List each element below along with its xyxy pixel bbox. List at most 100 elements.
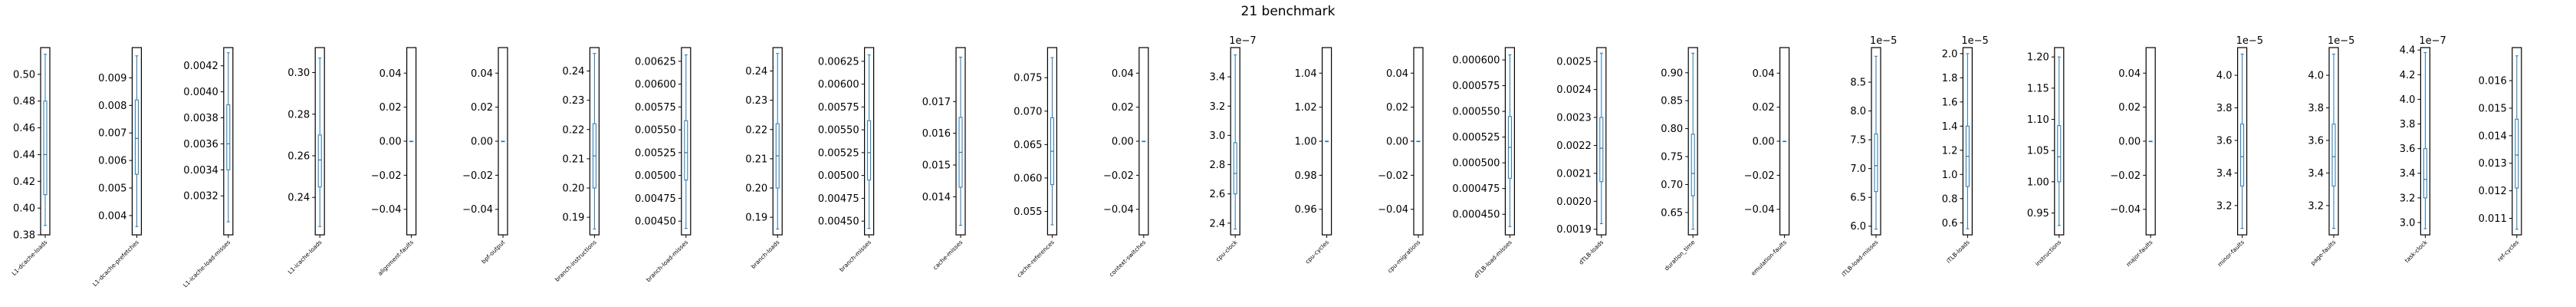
y-offset-label: 1e−7	[2419, 35, 2446, 47]
y-tick-label: 0.96	[1295, 204, 1317, 216]
y-tick-label: 2.6	[1210, 189, 1226, 200]
y-tick-label: 1.20	[2027, 52, 2049, 64]
y-tick-label: 3.2	[2216, 200, 2233, 212]
y-tick-label: −0.04	[2110, 204, 2141, 216]
y-tick-label: 0.00625	[818, 56, 859, 68]
y-tick-label: 1.2	[1942, 145, 1958, 157]
y-tick-label: 0.015	[2479, 103, 2507, 114]
y-tick-label: 0.0036	[183, 139, 219, 150]
y-tick-label: 0.80	[1661, 124, 1683, 135]
y-tick-label: 0.04	[1112, 68, 1134, 80]
y-offset-label: 1e−5	[1961, 35, 1988, 47]
y-tick-label: 3.2	[2400, 193, 2416, 204]
y-offset-label: 1e−5	[2328, 35, 2354, 47]
y-tick-label: 1.00	[2027, 177, 2049, 188]
y-tick-label: 0.007	[98, 128, 127, 140]
y-tick-label: 0.00	[2118, 137, 2141, 148]
y-tick-label: 0.00525	[818, 147, 859, 159]
y-tick-label: 0.004	[98, 210, 127, 222]
y-tick-label: 0.005	[98, 183, 127, 195]
y-tick-label: 0.04	[471, 68, 493, 80]
y-tick-label: 4.0	[2400, 94, 2416, 106]
y-tick-label: 0.02	[471, 102, 493, 114]
y-tick-label: 0.00550	[818, 125, 859, 137]
y-tick-label: 0.060	[1014, 173, 1042, 184]
y-tick-label: 2.4	[1210, 218, 1226, 229]
box	[1233, 142, 1237, 195]
y-offset-label: 1e−7	[1229, 35, 1256, 47]
y-tick-label: 1.02	[1295, 102, 1317, 114]
y-tick-label: 0.000550	[1452, 107, 1500, 118]
box	[1691, 134, 1695, 196]
y-offset-label: 1e−5	[1870, 35, 1897, 47]
y-tick-label: 0.0038	[183, 113, 219, 124]
y-tick-label: 3.4	[1210, 72, 1226, 84]
y-tick-label: 0.23	[745, 95, 767, 107]
y-tick-label: 4.4	[2400, 45, 2416, 57]
y-tick-label: 0.28	[288, 109, 310, 120]
y-tick-label: 3.6	[2308, 135, 2324, 147]
box	[2240, 124, 2245, 187]
y-tick-label: −0.04	[1744, 204, 1775, 216]
y-tick-label: 3.8	[2400, 119, 2416, 130]
y-tick-label: 0.21	[745, 154, 767, 165]
y-tick-label: 0.0042	[183, 61, 219, 72]
y-tick-label: 0.75	[1661, 152, 1683, 163]
y-tick-label: 0.90	[1661, 68, 1683, 79]
y-tick-label: 6.0	[1850, 221, 1866, 233]
y-tick-label: 0.24	[288, 193, 310, 204]
y-tick-label: 7.0	[1850, 163, 1866, 175]
box	[317, 134, 322, 188]
y-tick-label: 0.04	[380, 68, 402, 80]
y-tick-label: 0.40	[13, 203, 35, 215]
y-tick-label: 1.15	[2027, 83, 2049, 94]
y-tick-label: 0.00450	[635, 216, 676, 228]
y-tick-label: 0.26	[288, 150, 310, 162]
y-tick-label: 1.10	[2027, 114, 2049, 126]
y-tick-label: 0.02	[1753, 102, 1775, 114]
y-tick-label: 3.4	[2216, 168, 2233, 180]
y-tick-label: 0.017	[922, 97, 951, 108]
box	[2057, 125, 2062, 183]
y-tick-label: 0.000575	[1452, 81, 1500, 92]
y-tick-label: 3.0	[2400, 217, 2416, 229]
box	[43, 101, 48, 196]
y-tick-label: 3.2	[2308, 200, 2324, 212]
y-tick-label: 0.00625	[635, 56, 676, 68]
y-tick-label: 0.000475	[1452, 183, 1500, 195]
y-tick-label: 0.009	[98, 73, 127, 84]
y-tick-label: 0.000450	[1452, 210, 1500, 221]
y-tick-label: 0.00575	[635, 102, 676, 114]
y-tick-label: 0.8	[1942, 193, 1958, 205]
y-tick-label: 0.20	[562, 183, 584, 195]
y-tick-label: 0.013	[2479, 158, 2507, 170]
y-tick-label: 0.04	[2118, 68, 2141, 80]
y-tick-label: 0.016	[2479, 76, 2507, 87]
y-tick-label: 7.5	[1850, 135, 1866, 147]
y-tick-label: 0.24	[562, 66, 584, 78]
y-tick-label: 0.012	[2479, 186, 2507, 197]
box	[2515, 118, 2519, 189]
y-tick-label: 0.0034	[183, 165, 219, 177]
y-tick-label: 0.016	[922, 128, 951, 140]
y-tick-label: 0.65	[1661, 207, 1683, 219]
y-tick-label: 0.24	[745, 66, 767, 78]
y-tick-label: 0.00475	[635, 193, 676, 205]
box	[134, 99, 139, 175]
y-tick-label: 0.055	[1014, 206, 1042, 218]
y-tick-label: 0.02	[380, 102, 402, 114]
y-tick-label: −0.02	[2110, 170, 2141, 182]
y-tick-label: 3.4	[2308, 168, 2324, 180]
y-tick-label: 3.8	[2308, 103, 2324, 114]
y-tick-label: 0.075	[1014, 73, 1042, 84]
y-tick-label: 0.00	[1386, 137, 1408, 148]
y-tick-label: −0.04	[371, 204, 402, 216]
y-tick-label: 0.50	[13, 69, 35, 81]
y-tick-label: 3.4	[2400, 168, 2416, 180]
y-tick-label: 3.0	[1210, 130, 1226, 142]
y-tick-label: 0.46	[13, 123, 35, 134]
y-tick-label: 0.000500	[1452, 158, 1500, 170]
y-tick-label: −0.02	[462, 170, 493, 182]
